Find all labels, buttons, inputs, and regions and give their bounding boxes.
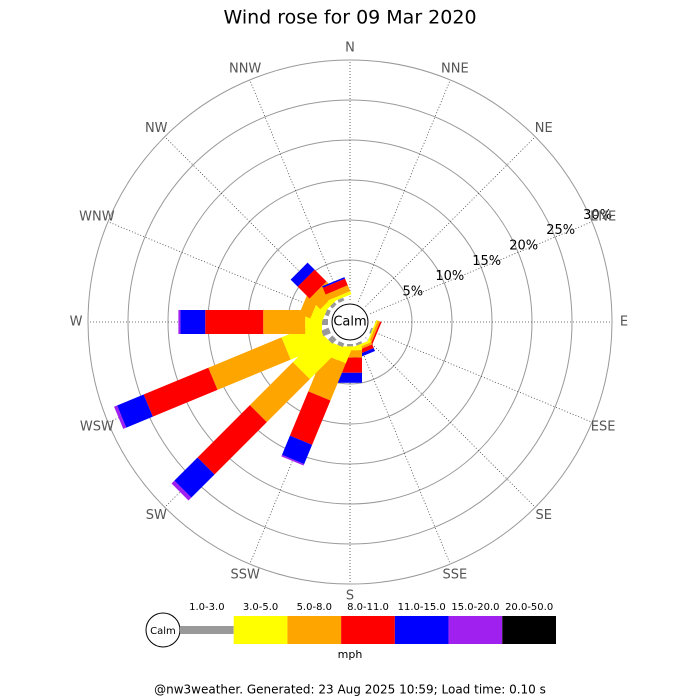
direction-label: SW bbox=[146, 508, 167, 523]
direction-label: ESE bbox=[591, 419, 616, 434]
ring-label: 5% bbox=[403, 284, 424, 299]
direction-line bbox=[365, 337, 536, 508]
bar-segment bbox=[174, 457, 215, 498]
legend-swatch bbox=[287, 616, 342, 644]
bar-segment bbox=[290, 262, 315, 287]
bar-segment bbox=[328, 291, 352, 304]
direction-label: NNW bbox=[229, 61, 261, 76]
bar-segment bbox=[117, 394, 153, 428]
bar-segment bbox=[281, 454, 305, 466]
bar-segment bbox=[321, 327, 331, 337]
direction-label: SE bbox=[536, 508, 552, 523]
bar-segment bbox=[197, 405, 267, 475]
direction-bar bbox=[322, 277, 352, 304]
direction-label: N bbox=[345, 41, 355, 56]
bar-segment bbox=[292, 333, 339, 380]
direction-label: NNE bbox=[441, 61, 469, 76]
bar-segment bbox=[325, 285, 351, 301]
legend-swatch bbox=[180, 626, 234, 634]
direction-label: ENE bbox=[590, 210, 616, 225]
direction-label: E bbox=[620, 315, 628, 330]
bar-segment bbox=[180, 310, 206, 334]
direction-bar bbox=[114, 322, 331, 429]
calm-label: Calm bbox=[333, 315, 366, 330]
bar-segment bbox=[322, 277, 346, 288]
bar-segment bbox=[370, 321, 382, 345]
legend-unit: mph bbox=[338, 648, 363, 661]
bar-segment bbox=[322, 278, 348, 295]
direction-bar bbox=[281, 341, 352, 466]
direction-bar bbox=[178, 310, 328, 334]
direction-line bbox=[365, 136, 536, 307]
bar-segment bbox=[178, 310, 181, 334]
direction-label: NW bbox=[145, 121, 168, 136]
bar-segment bbox=[347, 344, 353, 347]
direction-line bbox=[358, 79, 451, 302]
direction-bar bbox=[171, 333, 339, 501]
bar-segment bbox=[338, 372, 362, 383]
legend-label: 20.0-50.0 bbox=[505, 602, 553, 613]
legend-label: 3.0-5.0 bbox=[243, 602, 278, 613]
legend-swatch bbox=[502, 616, 556, 644]
bar-segment bbox=[205, 310, 264, 334]
direction-label: S bbox=[346, 589, 354, 604]
legend-swatch bbox=[233, 616, 288, 644]
bar-segment bbox=[337, 341, 345, 348]
direction-line bbox=[107, 221, 330, 314]
legend-swatch bbox=[394, 616, 449, 644]
ring-label: 30% bbox=[583, 208, 612, 223]
bar-segment bbox=[337, 297, 345, 303]
direction-label: WNW bbox=[79, 210, 115, 225]
bar-segment bbox=[308, 354, 346, 401]
bar-segment bbox=[324, 309, 331, 317]
direction-label: SSW bbox=[230, 568, 260, 583]
direction-label: W bbox=[70, 315, 83, 330]
legend-swatch bbox=[448, 616, 503, 644]
bar-segment bbox=[338, 350, 362, 358]
legend-label: 1.0-3.0 bbox=[189, 602, 224, 613]
direction-label: NE bbox=[535, 121, 553, 136]
chart-title: Wind rose for 09 Mar 2020 bbox=[223, 7, 476, 29]
bar-segment bbox=[369, 327, 373, 334]
bar-segment bbox=[367, 319, 378, 343]
direction-line bbox=[358, 342, 451, 565]
direction-line bbox=[370, 221, 593, 314]
ring bbox=[87, 59, 613, 585]
bar-segment bbox=[281, 435, 313, 465]
legend-label: 11.0-15.0 bbox=[398, 602, 446, 613]
direction-label: SSE bbox=[442, 568, 467, 583]
bar-segment bbox=[263, 310, 306, 334]
footer: @nw3weather. Generated: 23 Aug 2025 10:5… bbox=[154, 683, 546, 697]
bar-segment bbox=[355, 341, 363, 346]
bar-segment bbox=[114, 405, 127, 429]
legend-calm-label: Calm bbox=[150, 626, 176, 637]
ring bbox=[127, 99, 573, 545]
bar-segment bbox=[143, 367, 218, 417]
bar-segment bbox=[289, 391, 331, 445]
bar-segment bbox=[297, 269, 327, 299]
ring-label: 25% bbox=[546, 223, 575, 238]
direction-line bbox=[370, 330, 593, 423]
direction-line bbox=[249, 79, 342, 302]
legend-label: 5.0-8.0 bbox=[297, 602, 332, 613]
legend-label: 15.0-20.0 bbox=[451, 602, 499, 613]
ring-label: 20% bbox=[509, 239, 538, 254]
bar-segment bbox=[338, 346, 362, 351]
bar-segment bbox=[208, 337, 291, 390]
direction-bar bbox=[367, 319, 382, 345]
bar-segment bbox=[368, 320, 381, 344]
ring-label: 15% bbox=[472, 254, 501, 269]
ring-label: 10% bbox=[435, 269, 464, 284]
bar-segment bbox=[330, 302, 337, 309]
calm-circle bbox=[331, 303, 369, 341]
bar-segment bbox=[249, 362, 310, 423]
direction-label: WSW bbox=[80, 419, 114, 434]
legend-label: 8.0-11.0 bbox=[347, 602, 389, 613]
bar-segment bbox=[171, 480, 192, 501]
legend-swatch bbox=[341, 616, 395, 644]
bar-segment bbox=[322, 319, 328, 325]
